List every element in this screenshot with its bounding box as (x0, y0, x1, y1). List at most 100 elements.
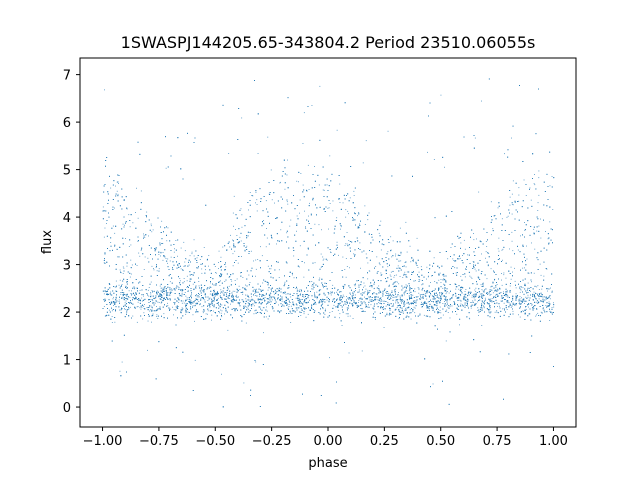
data-point (436, 300, 438, 302)
data-point (126, 288, 127, 289)
data-point (459, 257, 461, 259)
data-point (375, 266, 377, 267)
data-point (405, 284, 407, 286)
data-point (135, 293, 137, 294)
data-point (288, 304, 290, 305)
data-point (102, 206, 104, 208)
data-point (140, 308, 142, 310)
data-point (243, 382, 245, 384)
data-point (228, 153, 230, 154)
data-point (331, 311, 333, 312)
data-point (307, 248, 309, 250)
data-point (330, 252, 332, 253)
data-point (362, 162, 364, 164)
data-point (128, 214, 130, 216)
data-point (496, 310, 498, 312)
data-point (479, 293, 481, 295)
data-point (345, 258, 347, 259)
data-point (152, 300, 154, 302)
data-point (511, 137, 512, 139)
data-point (383, 327, 385, 328)
data-point (203, 310, 205, 312)
data-point (415, 296, 417, 298)
data-point (112, 225, 114, 227)
data-point (250, 250, 252, 252)
data-point (174, 303, 176, 305)
data-point (337, 289, 339, 290)
data-point (103, 293, 105, 295)
data-point (537, 210, 539, 211)
data-point (299, 305, 301, 307)
data-point (506, 309, 508, 310)
data-point (365, 298, 366, 300)
data-point (230, 234, 231, 236)
data-point (503, 308, 505, 309)
data-point (224, 313, 225, 315)
data-point (523, 179, 525, 181)
data-point (247, 307, 249, 309)
data-point (307, 164, 309, 166)
data-point (460, 242, 462, 244)
data-point (414, 307, 416, 309)
data-point (454, 261, 456, 262)
data-point (488, 303, 490, 305)
data-point (267, 136, 269, 138)
data-point (367, 219, 369, 221)
data-point (183, 265, 185, 267)
data-point (459, 255, 460, 256)
data-point (474, 303, 476, 304)
data-point (395, 296, 396, 298)
data-point (275, 290, 276, 292)
data-point (248, 274, 250, 276)
data-point (207, 300, 209, 301)
data-point (538, 295, 540, 297)
data-point (364, 296, 365, 298)
data-point (117, 193, 119, 195)
data-point (408, 290, 410, 292)
data-point (169, 281, 171, 283)
data-point (296, 180, 298, 182)
data-point (418, 292, 420, 294)
data-point (358, 302, 359, 303)
data-point (122, 295, 124, 297)
data-point (332, 210, 334, 212)
data-point (232, 253, 234, 255)
data-point (189, 255, 191, 257)
data-point (224, 281, 226, 282)
data-point (524, 229, 526, 231)
data-point (491, 299, 493, 301)
data-point (359, 298, 360, 300)
data-point (427, 307, 429, 309)
data-point (444, 304, 446, 306)
data-point (446, 291, 447, 293)
data-point (444, 166, 445, 168)
data-point (142, 318, 144, 320)
data-point (239, 302, 241, 303)
data-point (387, 297, 388, 299)
data-point (112, 302, 114, 304)
data-point (219, 312, 220, 314)
data-point (397, 299, 399, 300)
data-point (462, 255, 463, 256)
data-point (510, 266, 512, 268)
data-point (196, 257, 198, 259)
data-point (345, 313, 347, 315)
data-point (180, 266, 181, 267)
data-point (336, 291, 338, 293)
data-point (438, 311, 440, 313)
data-point (128, 290, 130, 292)
data-point (247, 302, 249, 304)
data-point (118, 284, 120, 286)
data-point (473, 233, 474, 234)
data-point (458, 258, 460, 260)
data-point (284, 188, 286, 190)
data-point (323, 287, 324, 289)
data-point (520, 289, 522, 291)
data-point (359, 223, 360, 225)
data-point (213, 292, 215, 294)
data-point (538, 298, 540, 300)
data-point (241, 226, 243, 228)
data-point (406, 276, 408, 278)
data-point (201, 272, 203, 274)
data-point (341, 325, 343, 326)
